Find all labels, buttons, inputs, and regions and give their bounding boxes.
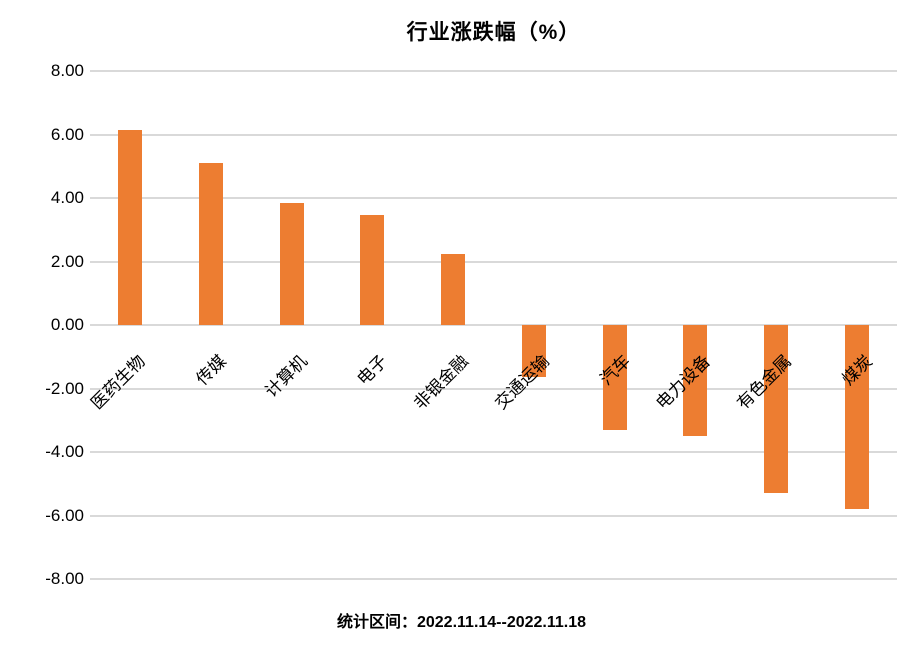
gridline bbox=[90, 578, 897, 580]
gridline bbox=[90, 514, 897, 517]
gridline bbox=[90, 260, 897, 263]
chart-bar bbox=[521, 325, 546, 378]
y-axis-label: 8.00 bbox=[50, 61, 84, 80]
gridline bbox=[90, 133, 897, 136]
chart-bar bbox=[118, 129, 143, 325]
caption-label: 统计区间： bbox=[336, 614, 417, 631]
y-axis-label: 6.00 bbox=[50, 124, 84, 144]
y-axis-label: 2.00 bbox=[50, 251, 84, 271]
y-axis-label: 0.00 bbox=[50, 315, 84, 334]
y-axis-label: -2.00 bbox=[45, 378, 84, 398]
y-axis-label: -8.00 bbox=[45, 569, 84, 588]
chart-bar bbox=[844, 325, 869, 510]
gridline bbox=[90, 451, 897, 453]
y-axis-label: -6.00 bbox=[45, 505, 84, 525]
gridline bbox=[90, 197, 897, 199]
y-axis-label: -4.00 bbox=[45, 442, 84, 461]
gridline bbox=[90, 324, 897, 326]
chart-bar bbox=[441, 253, 466, 325]
gridline bbox=[90, 387, 897, 390]
caption-value: 2022.11.14--2022.11.18 bbox=[416, 614, 587, 631]
chart-title: 行业涨跌幅（%） bbox=[406, 21, 581, 44]
gridline bbox=[90, 70, 897, 72]
chart-bar bbox=[683, 325, 708, 437]
chart-bar bbox=[279, 202, 304, 325]
chart-bar bbox=[199, 163, 224, 325]
y-axis-label: 4.00 bbox=[50, 188, 84, 207]
caption: 统计区间：2022.11.14--2022.11.18 bbox=[0, 608, 923, 632]
chart-bar bbox=[602, 325, 627, 430]
chart-bar bbox=[763, 325, 788, 494]
plot-area: 医药生物 传媒 计算机 电子 非银金融 交通运输 汽车 电力设备 有色金属 煤炭 bbox=[88, 70, 897, 580]
chart-bar bbox=[360, 215, 385, 325]
